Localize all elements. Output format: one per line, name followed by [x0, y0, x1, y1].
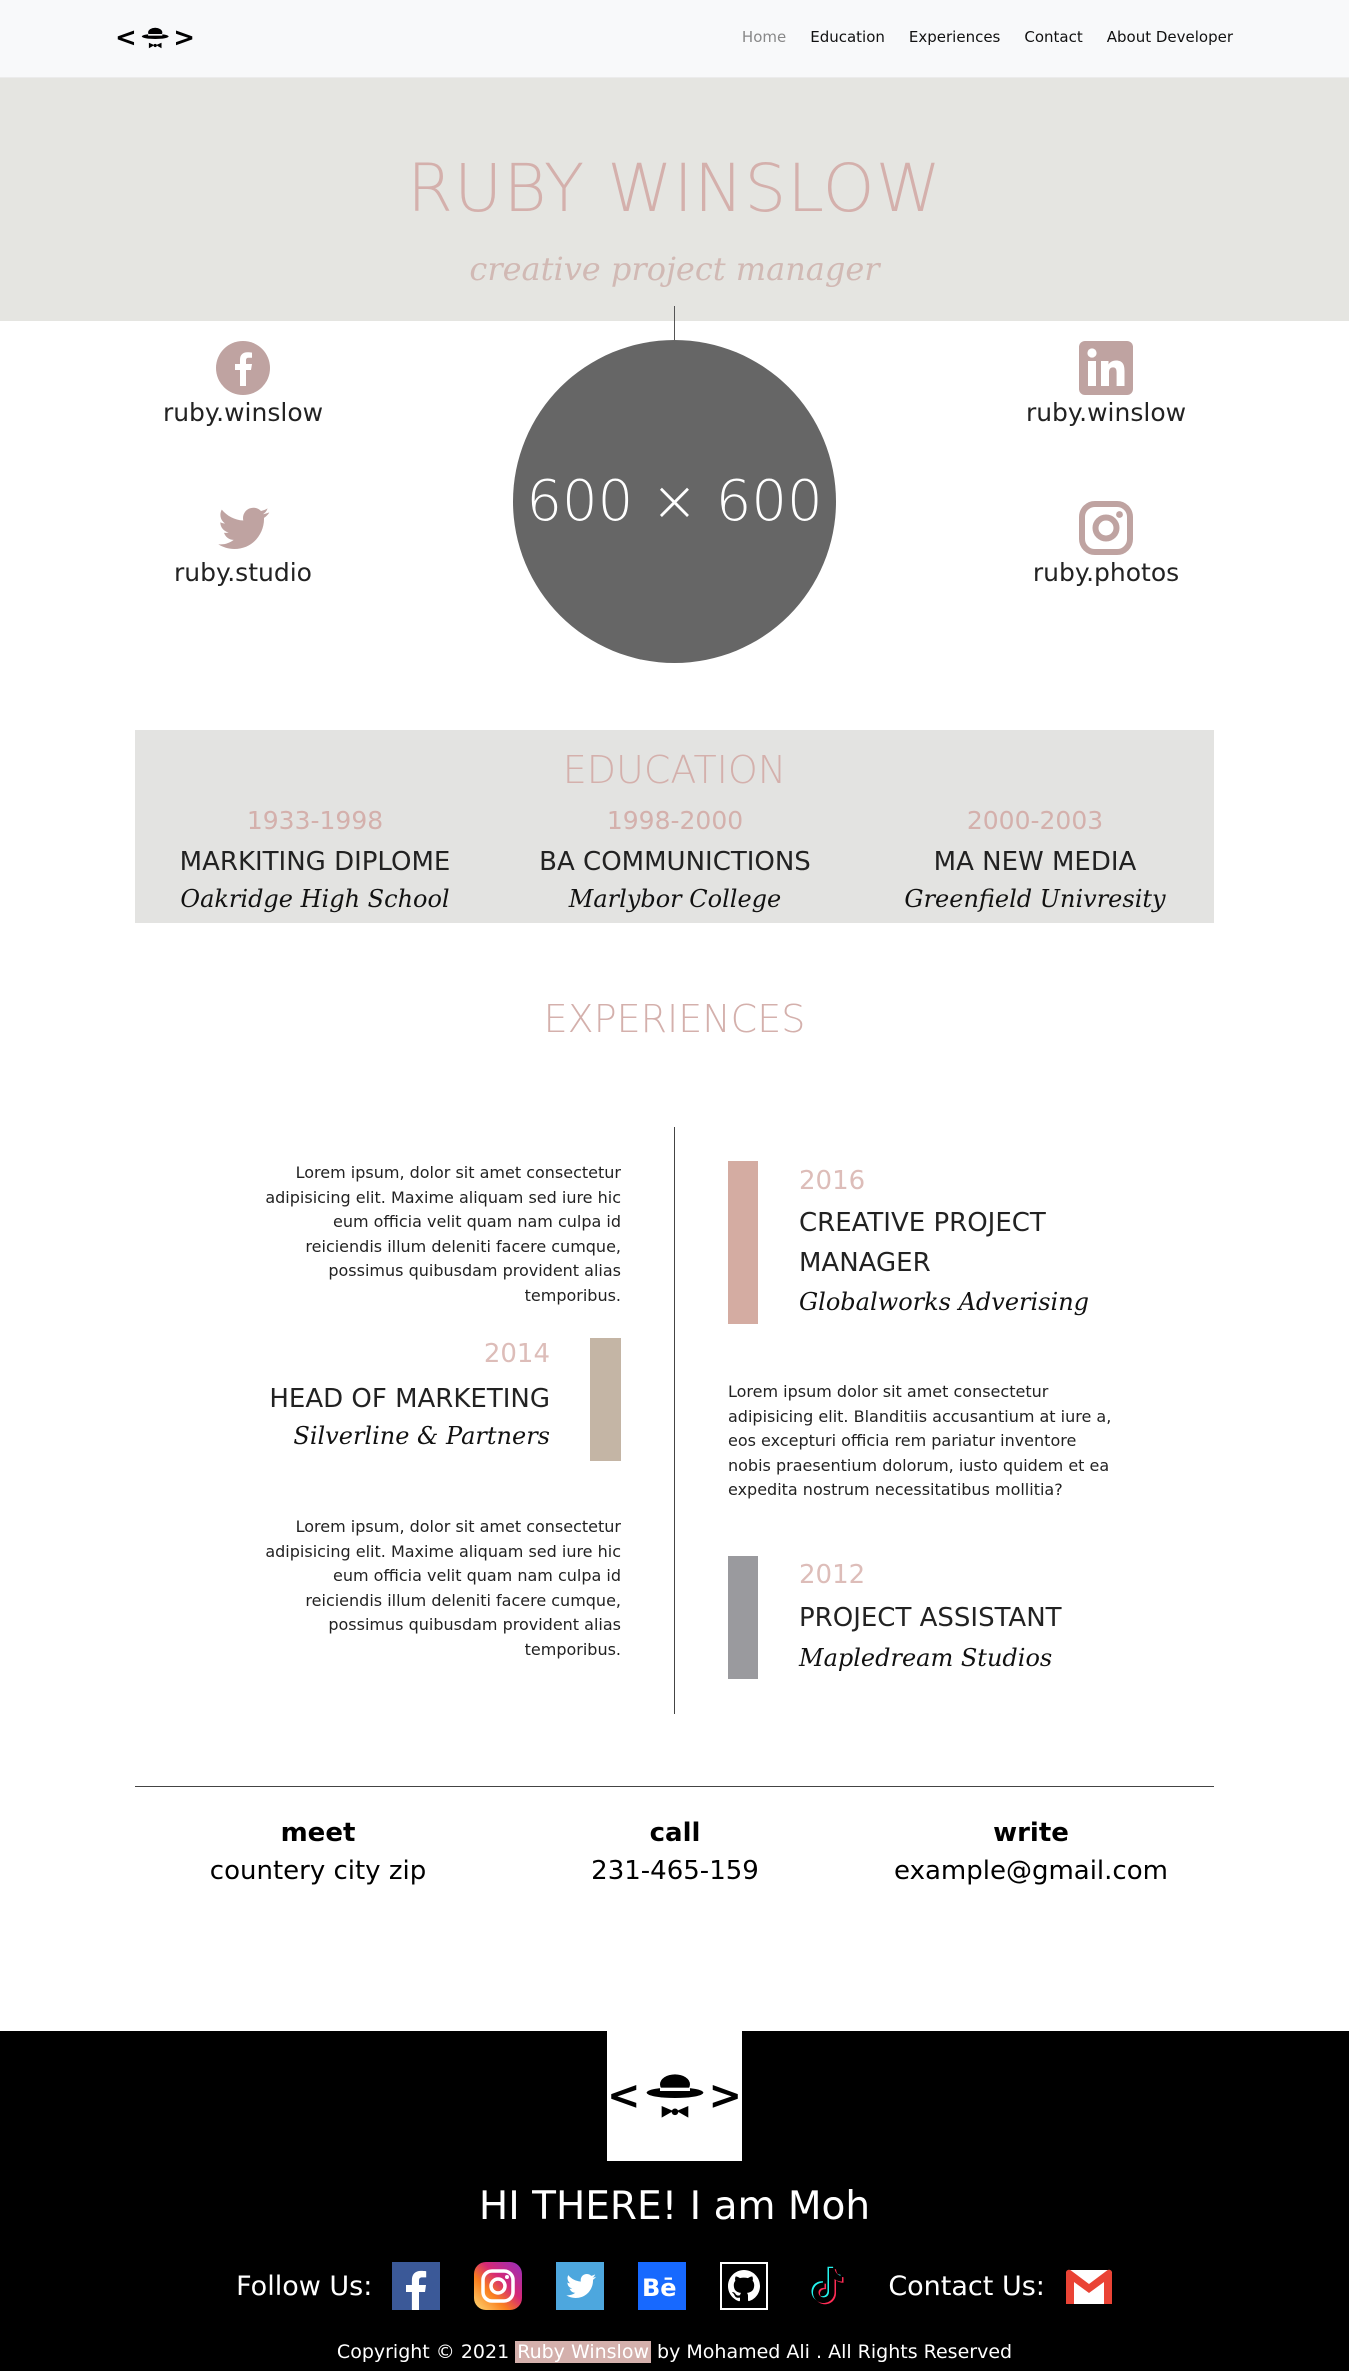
contact-write-label: write: [993, 1818, 1069, 1848]
brand-bracket-left: <: [115, 23, 137, 53]
social-linkedin[interactable]: ruby.winslow: [986, 340, 1226, 427]
social-instagram-label: ruby.photos: [1032, 558, 1180, 587]
nav-experiences[interactable]: Experiences: [908, 28, 1001, 46]
education-degree: BA COMMUNICTIONS: [539, 847, 811, 877]
hat-bowtie-icon: [141, 27, 169, 49]
social-linkedin-label: ruby.winslow: [1025, 398, 1187, 427]
contact-call-value[interactable]: 231-465-159: [591, 1856, 759, 1886]
education-degree: MARKITING DIPLOME: [179, 847, 451, 877]
education-school: Oakridge High School: [180, 885, 450, 913]
hat-bowtie-icon: [646, 2074, 703, 2118]
education-years: 2000-2003: [966, 806, 1104, 835]
education-item: 1998-2000 BA COMMUNICTIONS Marlybor Coll…: [495, 806, 855, 913]
experience-color-bar: [728, 1556, 758, 1679]
social-instagram[interactable]: ruby.photos: [986, 500, 1226, 587]
twitter-icon[interactable]: [556, 2262, 605, 2310]
avatar-connector-line: [674, 306, 675, 340]
education-title: EDUCATION: [562, 748, 787, 792]
follow-us-label: Follow Us:: [236, 2270, 373, 2302]
copyright: Copyright © 2021 Ruby Winslow by Mohamed…: [0, 2341, 1349, 2363]
contact-meet-value: countery city zip: [209, 1856, 427, 1886]
footer: < > HI THERE! I am Moh Follow Us:: [0, 2031, 1349, 2371]
avatar-placeholder-text: 600 × 600: [526, 469, 823, 534]
instagram-icon[interactable]: [474, 2262, 523, 2310]
experience-company: Globalworks Adverising: [799, 1288, 1090, 1316]
tiktok-icon[interactable]: [802, 2262, 850, 2310]
brand-logo[interactable]: < >: [115, 20, 195, 56]
education-school: Marlybor College: [568, 885, 782, 913]
contact-write-value[interactable]: example@gmail.com: [894, 1856, 1168, 1886]
education-years: 1933-1998: [246, 806, 384, 835]
experience-role: HEAD OF MARKETING: [269, 1384, 550, 1414]
nav-home[interactable]: Home: [741, 28, 787, 46]
copyright-name: Ruby Winslow: [515, 2341, 652, 2363]
footer-logo[interactable]: < >: [607, 2031, 742, 2161]
experience-description: Lorem ipsum, dolor sit amet consectetur …: [265, 1163, 621, 1305]
nav-education[interactable]: Education: [810, 28, 885, 46]
svg-text:Bē: Bē: [642, 2274, 677, 2302]
hero-banner: [0, 78, 1349, 321]
experience-description: Lorem ipsum dolor sit amet consectetur a…: [728, 1382, 1112, 1499]
education-years: 1998-2000: [606, 806, 744, 835]
experience-color-bar: [728, 1161, 758, 1324]
experience-year: 2014: [483, 1339, 550, 1369]
contact-meet: meet countery city zip: [138, 1818, 498, 1886]
contact-us-label: Contact Us:: [888, 2270, 1045, 2302]
navbar: < > Home Education Experiences Contact A…: [0, 0, 1349, 78]
education-item: 2000-2003 MA NEW MEDIA Greenfield Univre…: [855, 806, 1215, 913]
behance-icon[interactable]: Bē: [638, 2262, 687, 2310]
social-twitter-label: ruby.studio: [174, 558, 312, 587]
facebook-icon: [216, 341, 270, 395]
experience-role: CREATIVE PROJECT MANAGER: [799, 1208, 1046, 1278]
linkedin-icon: [1079, 341, 1133, 395]
experience-role: PROJECT ASSISTANT: [799, 1603, 1062, 1633]
facebook-icon[interactable]: [392, 2262, 441, 2310]
copyright-prefix: Copyright © 2021: [336, 2341, 516, 2363]
social-facebook-label: ruby.winslow: [162, 398, 324, 427]
social-facebook[interactable]: ruby.winslow: [123, 340, 363, 427]
footer-bracket-right: >: [708, 2073, 742, 2119]
gmail-icon[interactable]: [1065, 2262, 1113, 2310]
experience-color-bar: [590, 1338, 621, 1461]
nav-contact[interactable]: Contact: [1024, 28, 1083, 46]
education-school: Greenfield Univresity: [904, 885, 1166, 913]
experience-year: 2012: [799, 1560, 866, 1590]
experience-description: Lorem ipsum, dolor sit amet consectetur …: [265, 1517, 621, 1659]
github-icon[interactable]: [720, 2262, 769, 2310]
footer-social-row: Follow Us: Bē: [0, 2262, 1349, 2310]
contact-write: write example@gmail.com: [851, 1818, 1211, 1886]
contact-call: call 231-465-159: [495, 1818, 855, 1886]
nav-menu: Home Education Experiences Contact About…: [742, 28, 1233, 46]
hero-role: creative project manager: [469, 250, 880, 288]
footer-bracket-left: <: [607, 2073, 641, 2119]
brand-bracket-right: >: [173, 23, 195, 53]
contact-meet-label: meet: [280, 1818, 356, 1848]
education-section: EDUCATION 1933-1998 MARKITING DIPLOME Oa…: [135, 730, 1214, 923]
experience-company: Silverline & Partners: [293, 1422, 550, 1450]
timeline-line: [674, 1127, 675, 1714]
contact-call-label: call: [649, 1818, 701, 1848]
avatar-placeholder: 600 × 600: [513, 340, 836, 663]
social-twitter[interactable]: ruby.studio: [123, 500, 363, 587]
instagram-icon: [1079, 501, 1133, 555]
experience-company: Mapledream Studios: [799, 1644, 1053, 1672]
education-item: 1933-1998 MARKITING DIPLOME Oakridge Hig…: [135, 806, 495, 913]
nav-about-developer[interactable]: About Developer: [1106, 28, 1233, 46]
footer-greeting: HI THERE! I am Moh: [478, 2184, 871, 2229]
copyright-suffix: by Mohamed Ali . All Rights Reserved: [651, 2341, 1013, 2363]
twitter-icon: [218, 507, 270, 549]
contact-divider: [135, 1786, 1214, 1787]
experience-year: 2016: [799, 1166, 866, 1196]
experiences-title: EXPERIENCES: [543, 997, 806, 1041]
education-degree: MA NEW MEDIA: [933, 847, 1137, 877]
hero-name: RUBY WINSLOW: [407, 150, 942, 227]
